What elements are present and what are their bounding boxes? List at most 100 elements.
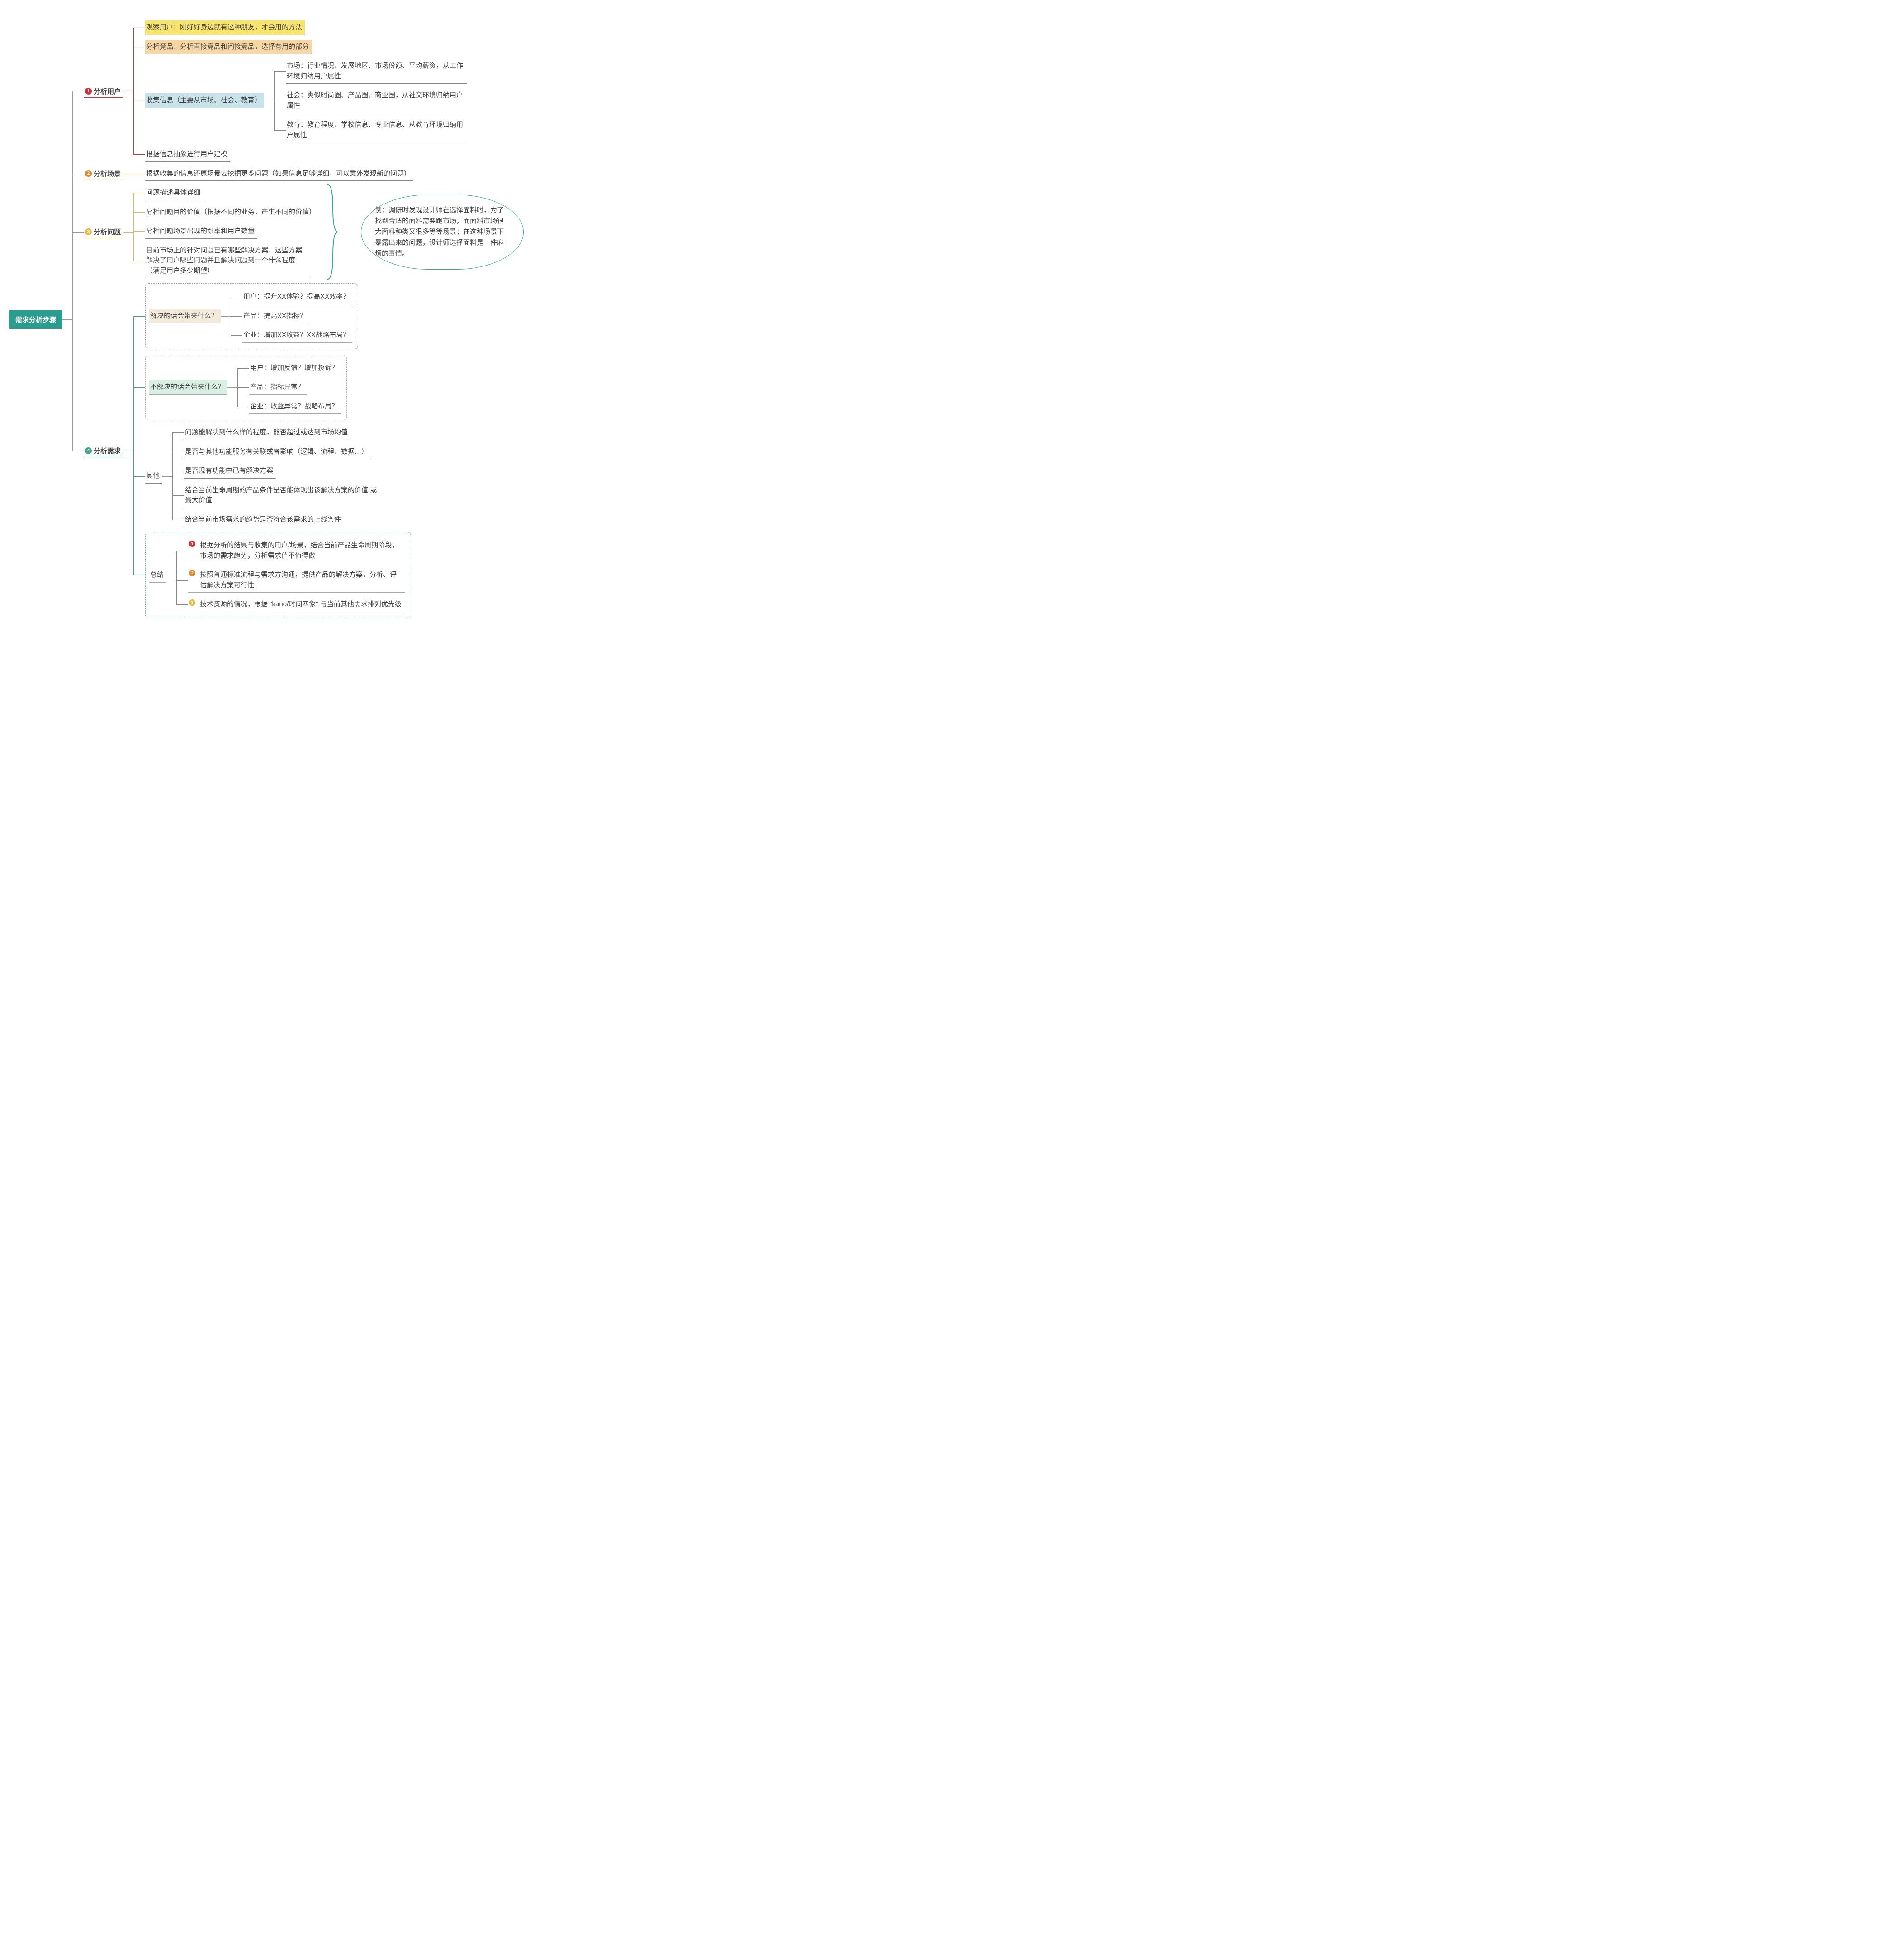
connector	[237, 359, 249, 378]
connector	[166, 536, 176, 614]
b4-g4-c1: 1 根据分析的结果与收集的用户/场景，结合当前产品生命周期阶段，市场的需求趋势，…	[188, 538, 405, 563]
badge-3: 3	[85, 228, 92, 235]
branch-3-children: 问题描述具体详细 分析问题目的价值（根据不同的业务，产生不同的价值） 分析问题场…	[133, 183, 318, 280]
b1-n4: 根据信息抽象进行用户建模	[145, 147, 230, 162]
b3-n4: 目前市场上的针对问题已有哪些解决方案，这些方案解决了用户哪些问题并且解决问题到一…	[145, 243, 308, 279]
b4-g3-c3: 是否现有功能中已有解决方案	[184, 464, 276, 479]
branch-2-children: 根据收集的信息还原场景去挖掘更多问题（如果信息足够详细，可以意外发现新的问题）	[133, 164, 413, 184]
connector	[72, 280, 84, 621]
branch-column: 1 分析用户 观察用户：刚好好身边就有这种朋友，才会用的方法 分析竞品：分析直接…	[72, 18, 524, 621]
b3-n1: 问题描述具体详细	[145, 185, 203, 200]
b1-n2: 分析竞品：分析直接竞品和间接竞品，选择有用的部分	[145, 40, 312, 55]
connector	[221, 287, 231, 345]
b1-n3-c3: 教育：教育程度、学校信息、专业信息、从教育环境归纳用户属性	[286, 118, 467, 142]
branch-3-label: 分析问题	[94, 227, 121, 237]
connector	[172, 423, 184, 442]
branch-2-label: 分析场景	[94, 169, 121, 178]
branch-4-label: 分析需求	[94, 446, 121, 456]
b4-g4-c2-text: 按照普通标准流程与需求方沟通，提供产品的解决方案，分析、评估解决方案可行性	[200, 570, 402, 590]
connector	[274, 57, 286, 86]
connector	[264, 57, 274, 145]
b4-g1-label: 解决的话会带来什么？	[149, 309, 221, 324]
connector	[133, 18, 145, 38]
badge-4: 4	[85, 447, 92, 454]
b4-g3-c2: 是否与其他功能服务有关联或者影响（逻辑、流程、数据…）	[184, 445, 371, 460]
branch-1-label: 分析用户	[94, 86, 121, 96]
b4-g1-box: 解决的话会带来什么？ 用户：提升XX体验？提高XX效率？ 产品：提高XX指标？ …	[145, 283, 358, 349]
branch-4: 4 分析需求 解决的话会带来什么？ 用户：提升XX体验？提高XX效率？	[72, 280, 524, 621]
b4-g1-c2: 产品：提高XX指标？	[242, 309, 309, 324]
connector	[133, 352, 145, 423]
b4-g2-c2: 产品：指标异常？	[249, 380, 307, 395]
connector	[133, 529, 145, 621]
connector	[176, 595, 188, 614]
branch-1: 1 分析用户 观察用户：刚好好身边就有这种朋友，才会用的方法 分析竞品：分析直接…	[72, 18, 524, 164]
connector	[133, 38, 145, 57]
connector	[123, 18, 133, 164]
root-node: 需求分析步骤	[9, 310, 62, 329]
b2-n1: 根据收集的信息还原场景去挖掘更多问题（如果信息足够详细，可以意外发现新的问题）	[145, 166, 413, 181]
connector	[231, 307, 242, 326]
branch-1-children: 观察用户：刚好好身边就有这种朋友，才会用的方法 分析竞品：分析直接竞品和间接竞品…	[133, 18, 467, 164]
connector	[237, 378, 249, 397]
branch-3-node: 3 分析问题	[84, 225, 123, 238]
connector	[133, 280, 145, 352]
connector	[227, 359, 237, 417]
b3-n2: 分析问题目的价值（根据不同的业务，产生不同的价值）	[145, 205, 318, 220]
connector	[274, 86, 286, 115]
b4-g4-box: 总结 1 根据分析的结果与收集的用户/场景，结合当前产品生命周期阶段，市场的需求…	[145, 532, 411, 618]
b4-g2-label: 不解决的话会带来什么？	[149, 380, 227, 395]
b4-g4-c1-text: 根据分析的结果与收集的用户/场景，结合当前产品生命周期阶段，市场的需求趋势，分析…	[200, 541, 402, 561]
branch-3: 3 分析问题 问题描述具体详细 分析问题目的价值（根据不同的业务，产生不同的价值…	[72, 183, 524, 280]
connector	[172, 442, 184, 462]
connector	[274, 115, 286, 145]
connector	[172, 510, 184, 530]
branch-4-children: 解决的话会带来什么？ 用户：提升XX体验？提高XX效率？ 产品：提高XX指标？ …	[133, 280, 411, 621]
connector	[133, 222, 145, 241]
b4-g1-c1: 用户：提升XX体验？提高XX效率？	[242, 289, 352, 304]
connector	[133, 164, 145, 184]
connector	[172, 481, 184, 510]
connector	[123, 183, 133, 280]
connector	[237, 397, 249, 417]
branch-2-node: 2 分析场景	[84, 167, 123, 180]
b1-n3: 收集信息（主要从市场、社会、教育） 市场：行业情况、发展地区、市场份额、平均薪资…	[145, 57, 467, 145]
b1-n3-c2: 社会：类似时尚圈、产品圈、商业圈，从社交环境归纳用户属性	[286, 88, 467, 113]
connector	[133, 203, 145, 222]
mini-badge-3: 3	[189, 599, 195, 606]
b4-g4-c3-text: 技术资源的情况，根据 "kano/时间四象" 与当前其他需求排列优先级	[200, 599, 402, 610]
connector	[133, 145, 145, 164]
b1-n3-children: 市场：行业情况、发展地区、市场份额、平均薪资，从工作环境归纳用户属性 社会：类似…	[274, 57, 467, 145]
connector	[72, 18, 84, 164]
b4-g3-label: 其他	[145, 469, 162, 484]
b4-g2-c1: 用户：增加反馈？增加投诉？	[249, 361, 341, 376]
connector	[133, 241, 145, 281]
b4-g4-c3: 3 技术资源的情况，根据 "kano/时间四象" 与当前其他需求排列优先级	[188, 597, 404, 612]
branch-2: 2 分析场景 根据收集的信息还原场景去挖掘更多问题（如果信息足够详细，可以意外发…	[72, 164, 524, 184]
b1-n3-label: 收集信息（主要从市场、社会、教育）	[145, 93, 264, 108]
b4-g2-c3: 企业：收益异常？战略布局？	[249, 399, 341, 414]
connector	[133, 423, 145, 529]
connector	[176, 536, 188, 565]
mini-badge-2: 2	[189, 570, 195, 576]
badge-1: 1	[85, 88, 92, 95]
connector	[72, 183, 84, 280]
connector	[176, 565, 188, 595]
b4-g4-c2: 2 按照普通标准流程与需求方沟通，提供产品的解决方案，分析、评估解决方案可行性	[188, 568, 405, 593]
connector	[123, 164, 133, 184]
branch-4-node: 4 分析需求	[84, 444, 123, 457]
connector	[133, 57, 145, 145]
connector	[172, 461, 184, 481]
badge-2: 2	[85, 170, 92, 177]
b4-g3-c5: 结合当前市场需求的趋势是否符合该需求的上线条件	[184, 513, 344, 527]
b4-g3-c4: 结合当前生命周期的产品条件是否能体现出该解决方案的价值 或 最大价值	[184, 483, 383, 508]
root-connector	[62, 18, 72, 621]
branch-1-node: 1 分析用户	[84, 85, 123, 98]
connector	[133, 183, 145, 203]
connector	[162, 423, 172, 529]
mini-badge-1: 1	[189, 541, 195, 547]
b4-g4-label: 总结	[149, 568, 166, 583]
b1-n1: 观察用户：刚好好身边就有这种朋友，才会用的方法	[145, 20, 305, 35]
brace-icon	[325, 183, 338, 280]
b3-callout: 例：调研时发现设计师在选择面料时，为了找到合适的面料需要跑市场，而面料市场很大面…	[361, 195, 524, 270]
